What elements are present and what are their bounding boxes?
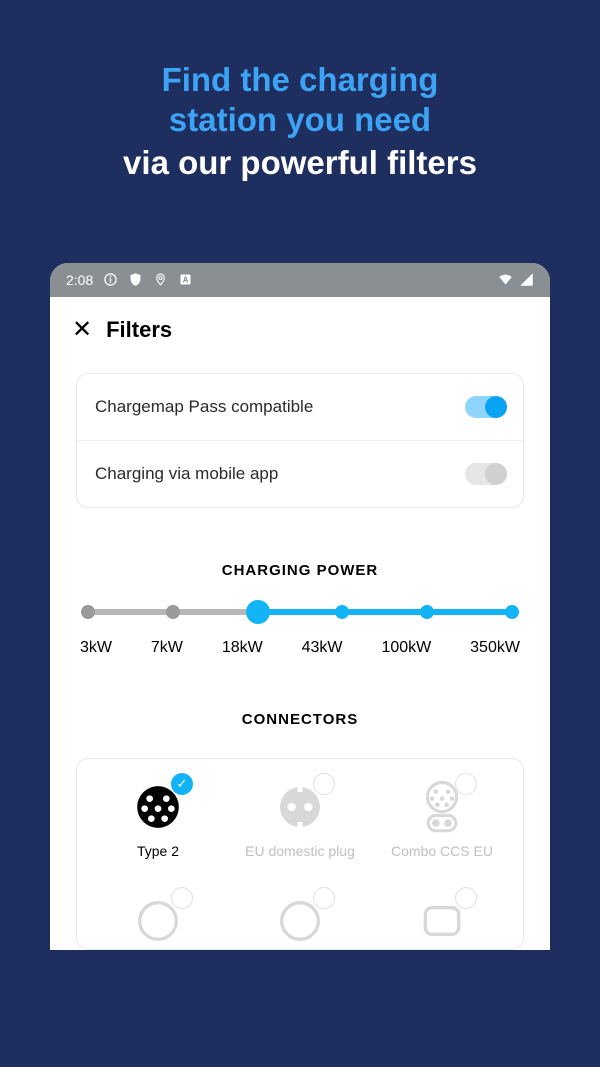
toggle-label: Chargemap Pass compatible (95, 397, 313, 417)
signal-icon (519, 272, 534, 287)
toggle-mobile-app[interactable]: Charging via mobile app (77, 441, 523, 507)
header: ✕ Filters (50, 297, 550, 363)
connector-eu-domestic[interactable]: EU domestic plug (235, 779, 365, 879)
connector-ccs-eu[interactable]: Combo CCS EU (377, 779, 507, 879)
slider-label: 7kW (151, 639, 183, 657)
hero-headline-main: via our powerful filters (40, 143, 560, 183)
slider-label: 43kW (302, 639, 343, 657)
info-icon (103, 272, 118, 287)
slider-label: 3kW (80, 639, 112, 657)
power-slider[interactable]: 3kW 7kW 18kW 43kW 100kW 350kW (76, 609, 524, 657)
slider-label: 350kW (470, 639, 520, 657)
svg-text:A: A (183, 276, 189, 285)
connectors-card: ✓ Type 2 (76, 758, 524, 950)
status-bar: 2:08 A (50, 263, 550, 297)
toggle-switch[interactable] (465, 396, 505, 418)
connector-item[interactable] (377, 893, 507, 949)
connector-label: EU domestic plug (245, 843, 355, 879)
connector-item[interactable] (235, 893, 365, 949)
wifi-icon (498, 272, 513, 287)
slider-labels: 3kW 7kW 18kW 43kW 100kW 350kW (80, 639, 520, 657)
hero: Find the chargingstation you need via ou… (0, 0, 600, 223)
close-icon[interactable]: ✕ (72, 318, 92, 342)
connector-label: Type 2 (137, 843, 179, 879)
check-circle-empty (455, 773, 477, 795)
location-icon (153, 272, 168, 287)
status-bar-left: 2:08 A (66, 272, 193, 288)
slider-label: 18kW (222, 639, 263, 657)
section-title-connectors: CONNECTORS (76, 711, 524, 728)
connector-type2[interactable]: ✓ Type 2 (93, 779, 223, 879)
slider-label: 100kW (381, 639, 431, 657)
toggle-switch[interactable] (465, 463, 505, 485)
check-circle-empty (455, 887, 477, 909)
toggle-label: Charging via mobile app (95, 464, 278, 484)
check-circle-empty (313, 887, 335, 909)
text-icon: A (178, 272, 193, 287)
toggle-chargemap-pass[interactable]: Chargemap Pass compatible (77, 374, 523, 441)
section-title-power: CHARGING POWER (76, 562, 524, 579)
check-circle-empty (171, 887, 193, 909)
connector-item[interactable] (93, 893, 223, 949)
page-title: Filters (106, 317, 172, 343)
hero-headline-accent: Find the chargingstation you need (40, 60, 560, 139)
check-icon: ✓ (171, 773, 193, 795)
shield-icon (128, 272, 143, 287)
check-circle-empty (313, 773, 335, 795)
connector-label: Combo CCS EU (391, 843, 493, 879)
status-bar-right (498, 272, 534, 287)
status-time: 2:08 (66, 272, 93, 288)
content: Chargemap Pass compatible Charging via m… (50, 363, 550, 950)
slider-handle[interactable] (246, 600, 270, 624)
phone-frame: 2:08 A ✕ Filters (50, 263, 550, 950)
toggles-card: Chargemap Pass compatible Charging via m… (76, 373, 524, 508)
